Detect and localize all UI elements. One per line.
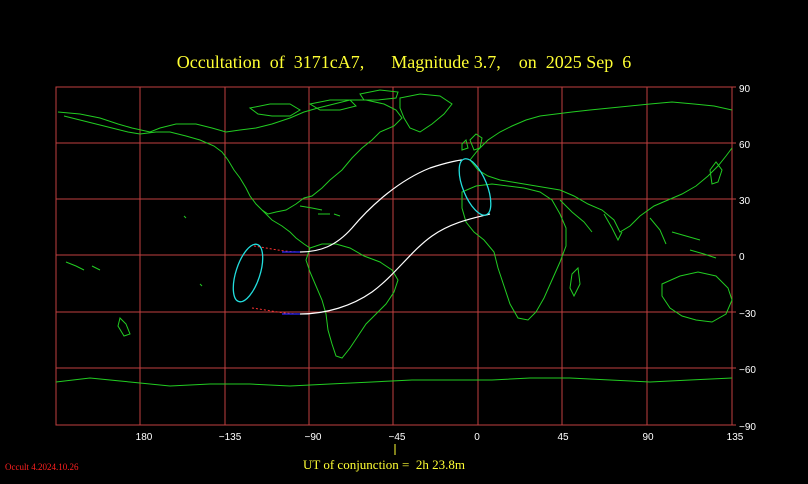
coast-greenland xyxy=(399,93,453,133)
coast-arabia-india xyxy=(559,199,623,242)
coast-asia xyxy=(559,147,733,233)
coast-north-america xyxy=(57,99,403,215)
northern-limit-line xyxy=(299,159,463,253)
lat-label: −30 xyxy=(739,309,756,320)
lat-label: −90 xyxy=(739,422,756,433)
lat-label: 0 xyxy=(739,252,745,263)
grid-lines xyxy=(55,87,732,425)
lon-label: 0 xyxy=(474,432,480,443)
lon-label: 180 xyxy=(136,432,153,443)
right-tick-marks xyxy=(732,86,736,426)
coast-british-isles xyxy=(461,133,483,151)
lat-label: 60 xyxy=(739,140,751,151)
east-terminator-oval xyxy=(458,158,492,216)
coast-japan xyxy=(709,161,723,185)
coast-southeast-asia xyxy=(649,217,717,259)
coast-south-america xyxy=(305,243,399,359)
coast-europe xyxy=(469,101,733,161)
lat-label: 30 xyxy=(739,196,751,207)
west-terminator-oval xyxy=(232,243,264,303)
coast-pacific-islands xyxy=(65,215,203,287)
map-frame xyxy=(55,86,733,426)
coast-antarctica xyxy=(55,377,733,387)
coast-new-zealand xyxy=(117,317,131,337)
lon-label: −135 xyxy=(219,432,242,443)
lat-label: 90 xyxy=(739,84,751,95)
lon-label: 45 xyxy=(557,432,569,443)
southern-dotted-extension xyxy=(251,307,301,315)
lon-label: −45 xyxy=(389,432,406,443)
coast-madagascar xyxy=(569,266,581,298)
lon-label: −90 xyxy=(305,432,322,443)
coastlines xyxy=(55,89,733,387)
coast-arctic-islands xyxy=(248,89,399,117)
coast-australia xyxy=(661,271,733,323)
occultation-path xyxy=(232,158,492,315)
lon-label: 135 xyxy=(727,432,744,443)
page-title: Occultation of 3171cA7, Magnitude 3.7, o… xyxy=(176,52,632,72)
southern-limit-line xyxy=(299,213,491,315)
coast-caribbean xyxy=(299,205,341,217)
lon-label: 90 xyxy=(642,432,654,443)
coast-central-america xyxy=(261,209,311,249)
lat-label: −60 xyxy=(739,365,756,376)
ut-conjunction-label: UT of conjunction = 2h 23.8m xyxy=(303,457,465,472)
software-credit: Occult 4.2024.10.26 xyxy=(5,462,79,472)
latitude-labels: 90 60 30 0 −30 −60 −90 xyxy=(739,84,756,433)
coast-africa xyxy=(461,183,567,321)
longitude-labels: 180 −135 −90 −45 0 45 90 135 xyxy=(136,432,744,443)
